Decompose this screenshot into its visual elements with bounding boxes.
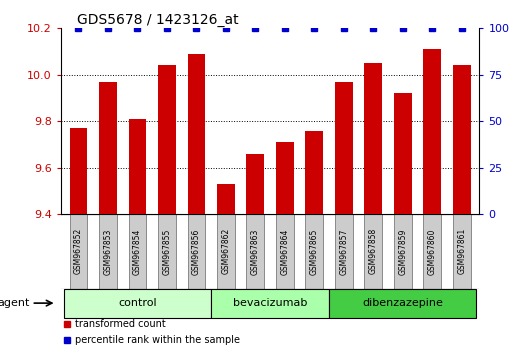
Text: GSM967865: GSM967865 <box>310 228 319 275</box>
Text: GSM967860: GSM967860 <box>428 228 437 275</box>
Bar <box>99 214 117 289</box>
Bar <box>70 214 87 289</box>
Bar <box>394 214 412 289</box>
Bar <box>276 142 294 214</box>
Text: GSM967861: GSM967861 <box>457 228 466 274</box>
Bar <box>217 214 234 289</box>
Bar <box>128 119 146 214</box>
Bar <box>187 214 205 289</box>
Bar <box>423 214 441 289</box>
Text: GSM967863: GSM967863 <box>251 228 260 275</box>
Text: percentile rank within the sample: percentile rank within the sample <box>76 336 240 346</box>
Text: GSM967862: GSM967862 <box>221 228 230 274</box>
Bar <box>306 131 323 214</box>
Bar <box>247 214 264 289</box>
Bar <box>423 49 441 214</box>
Text: GSM967853: GSM967853 <box>103 228 112 275</box>
Bar <box>453 214 470 289</box>
Bar <box>158 65 176 214</box>
Text: GDS5678 / 1423126_at: GDS5678 / 1423126_at <box>78 13 239 27</box>
Text: GSM967856: GSM967856 <box>192 228 201 275</box>
Bar <box>64 289 211 318</box>
Bar <box>247 154 264 214</box>
Text: GSM967855: GSM967855 <box>163 228 172 275</box>
Bar <box>217 184 234 214</box>
Text: transformed count: transformed count <box>76 319 166 329</box>
Bar <box>211 289 329 318</box>
Bar <box>158 214 176 289</box>
Text: GSM967864: GSM967864 <box>280 228 289 275</box>
Text: dibenzazepine: dibenzazepine <box>362 298 443 308</box>
Bar <box>70 128 87 214</box>
Text: bevacizumab: bevacizumab <box>233 298 307 308</box>
Bar <box>335 82 353 214</box>
Bar <box>276 214 294 289</box>
Text: GSM967854: GSM967854 <box>133 228 142 275</box>
Text: GSM967858: GSM967858 <box>369 228 378 274</box>
Bar <box>364 214 382 289</box>
Text: GSM967857: GSM967857 <box>340 228 348 275</box>
Text: agent: agent <box>0 298 30 308</box>
Bar <box>306 214 323 289</box>
Text: control: control <box>118 298 157 308</box>
Text: GSM967852: GSM967852 <box>74 228 83 274</box>
Bar <box>335 214 353 289</box>
Bar <box>329 289 476 318</box>
Bar <box>187 54 205 214</box>
Bar <box>394 93 412 214</box>
Text: GSM967859: GSM967859 <box>398 228 407 275</box>
Bar <box>364 63 382 214</box>
Bar <box>128 214 146 289</box>
Bar <box>453 65 470 214</box>
Bar <box>99 82 117 214</box>
